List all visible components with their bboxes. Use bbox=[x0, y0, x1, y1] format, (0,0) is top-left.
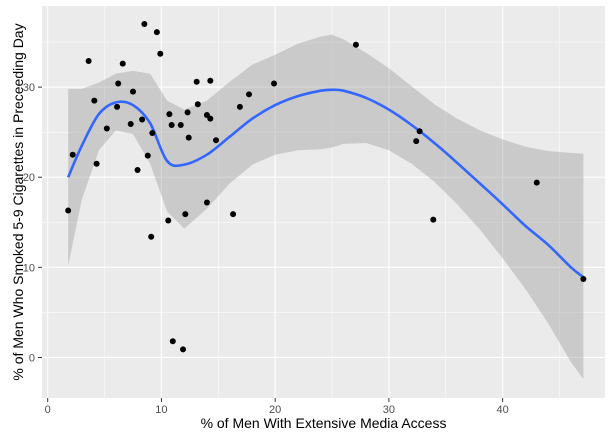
data-point bbox=[165, 217, 172, 224]
data-point bbox=[169, 338, 176, 345]
data-points bbox=[65, 21, 587, 353]
data-point bbox=[352, 41, 359, 48]
confidence-band bbox=[68, 34, 584, 380]
y-tick-label: 30 bbox=[23, 82, 35, 94]
data-point bbox=[65, 207, 72, 214]
data-point bbox=[246, 91, 253, 98]
data-point bbox=[430, 216, 437, 223]
smooth-line bbox=[67, 88, 585, 279]
data-point bbox=[85, 57, 92, 64]
data-point bbox=[69, 151, 76, 158]
data-point bbox=[127, 121, 134, 128]
data-point bbox=[184, 109, 191, 116]
x-tick-label: 40 bbox=[497, 404, 509, 416]
data-point bbox=[141, 21, 148, 28]
data-point bbox=[413, 138, 420, 145]
data-point bbox=[91, 97, 98, 104]
data-point bbox=[416, 128, 423, 135]
x-axis-title: % of Men With Extensive Media Access bbox=[201, 415, 447, 431]
y-tick-label: 0 bbox=[29, 352, 35, 364]
data-point bbox=[129, 88, 136, 95]
grid bbox=[42, 6, 605, 403]
x-tick-label: 20 bbox=[269, 404, 281, 416]
data-point bbox=[93, 160, 100, 167]
data-point bbox=[213, 137, 220, 144]
y-tick-label: 20 bbox=[23, 172, 35, 184]
data-point bbox=[103, 125, 110, 132]
data-point bbox=[230, 211, 237, 218]
y-axis-title: % of Men Who Smoked 5-9 Cigarettes in Pr… bbox=[10, 23, 26, 380]
data-point bbox=[119, 60, 126, 67]
data-point bbox=[153, 29, 160, 36]
data-point bbox=[168, 121, 175, 128]
data-point bbox=[144, 152, 151, 159]
x-tick-label: 30 bbox=[383, 404, 395, 416]
data-point bbox=[177, 121, 184, 128]
data-point bbox=[236, 103, 243, 110]
data-point bbox=[207, 115, 214, 122]
data-point bbox=[157, 50, 164, 57]
data-point bbox=[180, 346, 187, 353]
axes: 0 10 20 30 40 0 10 20 30 bbox=[23, 82, 509, 416]
data-point bbox=[207, 77, 214, 84]
x-tick-label: 10 bbox=[155, 404, 167, 416]
data-point bbox=[580, 276, 587, 283]
data-point bbox=[114, 103, 121, 110]
data-point bbox=[182, 211, 189, 218]
data-point bbox=[194, 101, 201, 108]
data-point bbox=[533, 179, 540, 186]
data-point bbox=[271, 80, 278, 87]
x-tick-label: 0 bbox=[45, 404, 51, 416]
data-point bbox=[134, 167, 141, 174]
loess-line bbox=[67, 88, 585, 279]
data-point bbox=[185, 134, 192, 141]
data-point bbox=[148, 233, 155, 240]
data-point bbox=[149, 130, 156, 137]
confidence-ribbon bbox=[68, 34, 584, 380]
y-tick-label: 10 bbox=[23, 262, 35, 274]
data-point bbox=[139, 116, 146, 123]
data-point bbox=[166, 111, 173, 118]
plot-panel bbox=[42, 6, 605, 398]
data-point bbox=[115, 80, 122, 87]
data-point bbox=[193, 78, 200, 85]
data-point bbox=[203, 199, 210, 206]
